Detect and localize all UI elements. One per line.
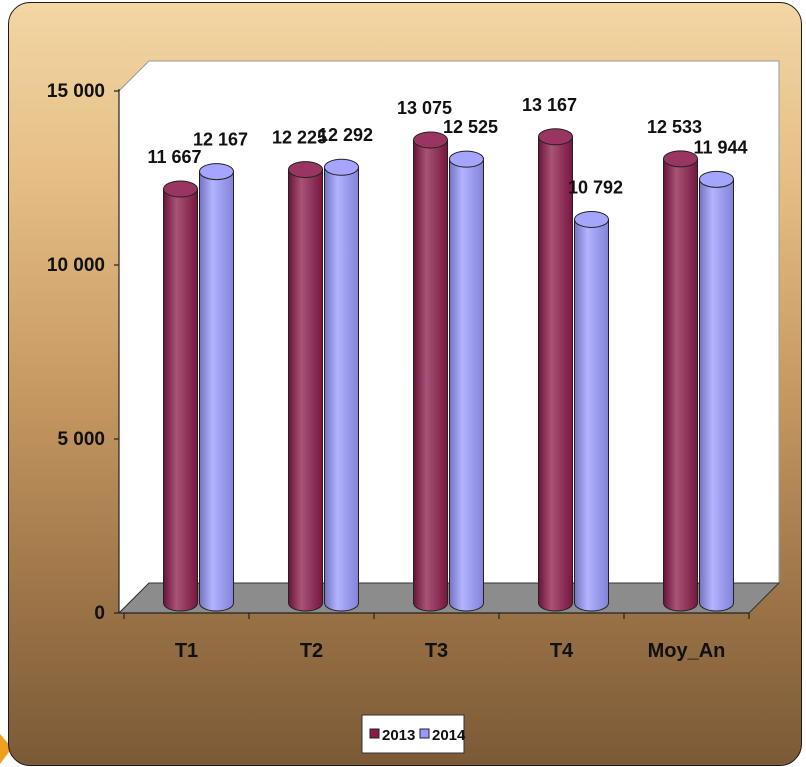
- bar-top-2014-T1: [199, 163, 234, 181]
- y-tick-label: 5 000: [57, 429, 105, 450]
- bars: [163, 128, 734, 612]
- data-label-2013-T4: 13 167: [522, 95, 577, 115]
- x-tick-label: T2: [300, 640, 323, 662]
- bar-top-2013-T3: [413, 131, 448, 149]
- bar-2013-T1: [163, 188, 198, 612]
- bar-top-2013-T4: [538, 128, 573, 146]
- bar-2013-Moy_An: [663, 158, 698, 612]
- legend: 2013 2014: [361, 714, 466, 754]
- data-label-2014-T2: 12 292: [318, 125, 373, 145]
- y-axis: 0 5 000 10 000 15 000: [47, 81, 120, 624]
- data-label-2014-T3: 12 525: [443, 117, 498, 137]
- bar-top-2014-T4: [574, 210, 609, 228]
- data-label-2013-T3: 13 075: [397, 98, 452, 118]
- data-label-2013-Moy_An: 12 533: [647, 117, 702, 137]
- legend-swatch-2014: [419, 728, 430, 739]
- bar-2014-Moy_An: [699, 178, 734, 612]
- y-tick-label: 15 000: [47, 81, 105, 102]
- bar-2014-T3: [449, 158, 484, 612]
- y-tick-label: 10 000: [47, 255, 105, 276]
- bar-top-2013-T1: [163, 180, 198, 198]
- x-axis: T1 T2 T3 T4 Moy_An: [119, 612, 750, 662]
- bar-top-2014-T3: [449, 150, 484, 168]
- data-label-2014-T1: 12 167: [193, 130, 248, 150]
- bar-top-2013-Moy_An: [663, 150, 698, 168]
- bar-2013-T3: [413, 139, 448, 612]
- x-tick-label: T1: [175, 640, 198, 662]
- legend-label-2013: 2013: [382, 727, 415, 744]
- bar-2013-T4: [538, 136, 573, 612]
- accent-corner-mark: [0, 734, 12, 764]
- bar-top-2014-T2: [324, 158, 359, 176]
- legend-swatch-2013: [369, 728, 380, 739]
- bar-2014-T2: [324, 166, 359, 612]
- bar-top-2013-T2: [288, 161, 323, 179]
- legend-label-2014: 2014: [432, 727, 466, 744]
- data-label-2014-T4: 10 792: [568, 177, 623, 197]
- data-label-2013-T2: 12 225: [272, 128, 327, 148]
- x-tick-label: Moy_An: [648, 640, 726, 662]
- y-tick-label: 0: [94, 603, 105, 624]
- data-label-2013-T1: 11 667: [147, 147, 201, 167]
- x-tick-label: T4: [550, 640, 574, 662]
- data-label-2014-Moy_An: 11 944: [693, 137, 747, 157]
- bar-2013-T2: [288, 169, 323, 612]
- bar-2014-T1: [199, 171, 234, 612]
- bar-top-2014-Moy_An: [699, 170, 734, 188]
- bar-2014-T4: [574, 218, 609, 612]
- x-tick-label: T3: [425, 640, 448, 662]
